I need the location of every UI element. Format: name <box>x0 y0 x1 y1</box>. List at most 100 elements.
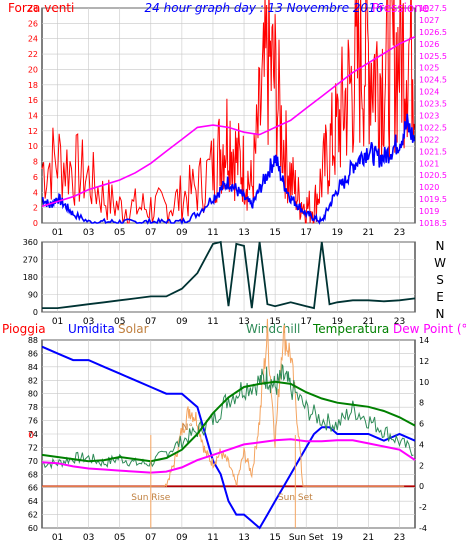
p1-x-tick-label: 05 <box>114 228 125 238</box>
p2-x-tick-label: 19 <box>332 317 344 327</box>
legend-solar: Solar <box>118 322 149 336</box>
p1-yr-tick-label: 1023 <box>419 112 439 121</box>
legend-temperatura: Temperatura <box>312 322 389 336</box>
p1-y-right-ticks: 1018.5 1019 1019.5 1020 1020.5 1021 1021.5 1022… <box>419 4 447 228</box>
p1-yl-tick-label: 16 <box>28 96 38 105</box>
p1-yl-tick-label: 0 <box>33 219 38 228</box>
p2-x-tick-label: 13 <box>238 317 249 327</box>
p1-yl-tick-label: 6 <box>33 173 38 182</box>
p1-yr-tick-label: 1025.5 <box>419 52 447 61</box>
p3-yl-tick-label: 76 <box>28 417 38 426</box>
p2-y-tick-label: 0 <box>33 308 38 317</box>
temperatura-line <box>41 380 416 463</box>
compass-label: S <box>436 273 444 287</box>
p1-yr-tick-label: 1026.5 <box>419 28 447 37</box>
sun-label: Sun Rise <box>131 493 170 503</box>
p3-x-tick-label: 15 <box>269 533 280 543</box>
p2-x-tick-label: 23 <box>394 317 405 327</box>
p1-x-tick-label: 01 <box>52 228 63 238</box>
p3-yr-tick-label: 0 <box>419 482 424 491</box>
p1-yl-tick-label: 2 <box>33 204 38 213</box>
p3-x-tick-label: Sun Set <box>289 533 324 543</box>
p3-y-left-ticks: 88 86 84 82 80 78 76 74 72 70 68 66 64 62 60 <box>28 336 38 533</box>
p3-yl-tick-label: 88 <box>28 336 38 345</box>
p3-yr-tick-label: 14 <box>419 336 429 345</box>
p3-yl-tick-label: 64 <box>28 497 38 506</box>
p2-y-tick-label: 270 <box>23 256 38 265</box>
p1-right-label: Pressione <box>372 1 429 15</box>
p2-x-tick-label: 15 <box>269 317 280 327</box>
p1-yr-tick-label: 1021.5 <box>419 147 447 156</box>
compass-label: W <box>434 256 446 270</box>
p1-yl-tick-label: 14 <box>28 112 38 121</box>
compass-label: E <box>436 290 444 304</box>
p1-yl-tick-label: 28 <box>28 4 38 13</box>
p1-yr-tick-label: 1020 <box>419 183 439 192</box>
p2-y-ticks: 360 270 180 90 0 <box>23 238 38 317</box>
p3-x-tick-label: 23 <box>394 533 405 543</box>
compass-label: N <box>436 307 445 321</box>
sun-label: Sun Set <box>278 493 313 503</box>
p1-yr-tick-label: 1027 <box>419 16 439 25</box>
p1-yr-tick-label: 1024 <box>419 88 439 97</box>
temperature-humidity-chart: Pioggia Umidita Solar Windchill Temperat… <box>2 318 466 543</box>
p3-yr-tick-label: 2 <box>419 461 424 470</box>
umidita-line <box>41 345 416 530</box>
p1-x-tick-label: 19 <box>332 228 344 238</box>
p1-x-tick-label: 07 <box>145 228 156 238</box>
p1-yl-tick-label: 18 <box>28 81 38 90</box>
p1-x-tick-label: 21 <box>363 228 374 238</box>
p2-x-ticks: 01 03 05 07 09 11 13 15 17 19 21 23 <box>52 317 405 327</box>
p2-x-tick-label: 03 <box>83 317 94 327</box>
p1-yr-tick-label: 1023.5 <box>419 100 447 109</box>
p1-x-tick-label: 09 <box>176 228 188 238</box>
legend-umidita: Umidita <box>68 322 115 336</box>
p1-yr-tick-label: 1021 <box>419 159 439 168</box>
p1-x-tick-label: 13 <box>238 228 249 238</box>
p3-x-tick-label: 11 <box>207 533 218 543</box>
pioggia-zero-label: 0 <box>28 431 34 441</box>
p1-yr-tick-label: 1026 <box>419 40 439 49</box>
p3-x-tick-label: 03 <box>83 533 94 543</box>
p3-yl-tick-label: 86 <box>28 349 38 358</box>
p2-x-tick-label: 11 <box>207 317 218 327</box>
p3-yr-tick-label: -4 <box>419 524 427 533</box>
p1-yl-tick-label: 26 <box>28 19 38 28</box>
p3-yr-tick-label: 6 <box>419 420 424 429</box>
p3-yl-tick-label: 66 <box>28 484 38 493</box>
p1-yl-tick-label: 8 <box>33 158 38 167</box>
p1-yr-tick-label: 1022 <box>419 135 439 144</box>
p3-yl-tick-label: 80 <box>28 390 38 399</box>
p2-x-tick-label: 01 <box>52 317 63 327</box>
solar-unit-label: N° <box>182 423 193 433</box>
chart-title: 24 hour graph day : 13 Novembre 2016 <box>145 1 384 15</box>
p3-yl-tick-label: 68 <box>28 470 38 479</box>
p3-x-tick-label: 07 <box>145 533 156 543</box>
p3-x-tick-label: 01 <box>52 533 63 543</box>
p1-yl-tick-label: 22 <box>28 50 38 59</box>
p2-y-tick-label: 90 <box>28 291 38 300</box>
p2-y-tick-label: 360 <box>23 238 38 247</box>
p1-yr-tick-label: 1025 <box>419 64 439 73</box>
p3-x-tick-label: 21 <box>363 533 374 543</box>
wind-gust-line <box>42 113 415 226</box>
pressure-line <box>41 35 416 208</box>
solar-line <box>42 318 405 488</box>
p2-x-tick-label: 21 <box>363 317 374 327</box>
p2-x-tick-label: 09 <box>176 317 188 327</box>
p1-yr-tick-label: 1019 <box>419 207 439 216</box>
p3-y-right-ticks: 14 12 10 8 6 4 2 0 -2 -4 <box>419 336 429 533</box>
p2-series <box>42 240 416 310</box>
p3-annotations: Sun Rise Sun Set N° <box>131 423 313 528</box>
p1-x-tick-label: 15 <box>269 228 280 238</box>
legend-pioggia: Pioggia <box>2 322 46 336</box>
p3-yl-tick-label: 74 <box>28 430 38 439</box>
p3-x-tick-label: 13 <box>238 533 249 543</box>
p1-yl-tick-label: 20 <box>28 65 38 74</box>
p3-yr-tick-label: -2 <box>419 503 427 512</box>
p1-yl-tick-label: 12 <box>28 127 38 136</box>
p3-yl-tick-label: 72 <box>28 443 38 452</box>
p3-yr-tick-label: 10 <box>419 378 429 387</box>
